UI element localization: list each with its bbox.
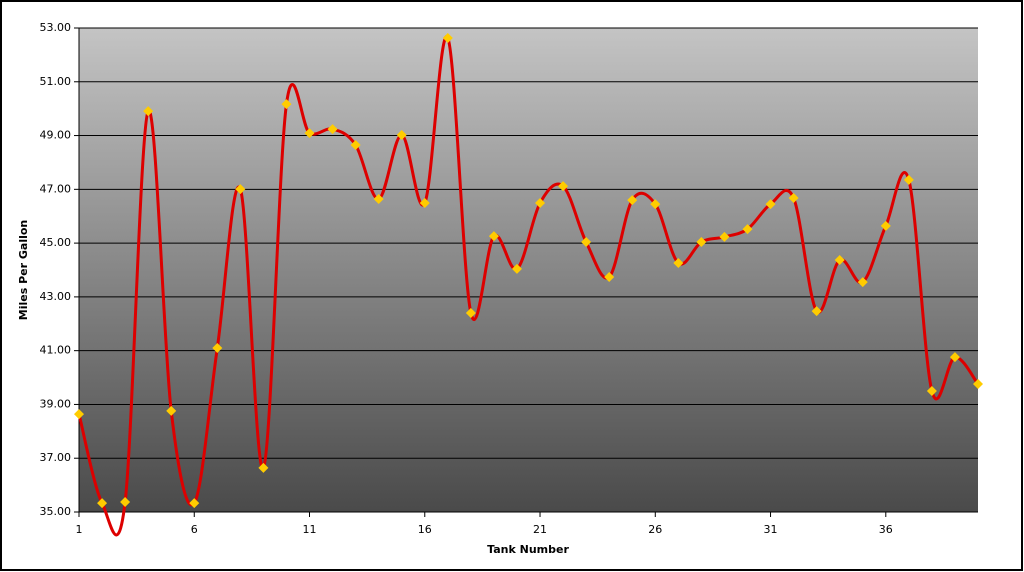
x-tick-label: 21 <box>533 523 547 536</box>
x-tick-label: 16 <box>418 523 432 536</box>
plot-area <box>79 28 978 512</box>
marker <box>327 124 338 135</box>
marker <box>788 192 799 203</box>
y-tick-label: 37.00 <box>40 451 72 464</box>
marker <box>581 237 592 248</box>
marker <box>926 386 937 396</box>
marker <box>166 405 177 416</box>
marker <box>120 497 131 508</box>
marker <box>811 306 822 317</box>
marker <box>442 32 453 43</box>
marker <box>488 231 499 242</box>
marker <box>880 220 891 231</box>
marker <box>189 498 200 509</box>
y-tick-label: 47.00 <box>40 182 72 195</box>
x-tick-label: 26 <box>648 523 662 536</box>
marker <box>396 130 407 141</box>
marker <box>373 194 384 205</box>
y-tick-label: 35.00 <box>40 505 72 518</box>
y-tick-label: 49.00 <box>40 129 72 142</box>
marker <box>973 379 983 390</box>
y-tick-label: 43.00 <box>40 290 72 303</box>
x-tick-label: 1 <box>76 523 83 536</box>
x-axis-title: Tank Number <box>487 543 569 556</box>
marker <box>212 342 223 353</box>
x-tick-label: 31 <box>764 523 778 536</box>
x-tick-label: 11 <box>303 523 317 536</box>
marker <box>696 237 707 248</box>
y-tick-label: 45.00 <box>40 236 72 249</box>
x-tick-label: 36 <box>879 523 893 536</box>
marker <box>857 277 868 288</box>
marker <box>304 128 315 139</box>
marker <box>350 139 361 150</box>
marker <box>235 184 246 195</box>
marker <box>903 174 914 185</box>
y-tick-label: 53.00 <box>40 21 72 34</box>
marker <box>949 352 960 363</box>
marker <box>742 224 753 235</box>
marker <box>834 255 845 266</box>
marker <box>650 199 661 210</box>
marker <box>419 198 430 209</box>
y-tick-label: 41.00 <box>40 344 72 357</box>
marker <box>673 258 684 269</box>
marker <box>627 195 638 206</box>
marker <box>604 271 615 282</box>
marker <box>558 181 569 192</box>
y-tick-label: 51.00 <box>40 75 72 88</box>
y-axis-title: Miles Per Gallon <box>17 220 30 320</box>
marker <box>281 99 292 110</box>
marker <box>74 409 84 420</box>
x-tick-label: 6 <box>191 523 198 536</box>
marker <box>511 263 522 274</box>
y-tick-label: 39.00 <box>40 397 72 410</box>
marker <box>465 308 476 319</box>
marker <box>535 198 546 209</box>
marker <box>719 231 730 242</box>
marker <box>97 498 108 509</box>
marker <box>258 462 269 473</box>
marker <box>143 106 154 117</box>
marker <box>765 199 776 210</box>
